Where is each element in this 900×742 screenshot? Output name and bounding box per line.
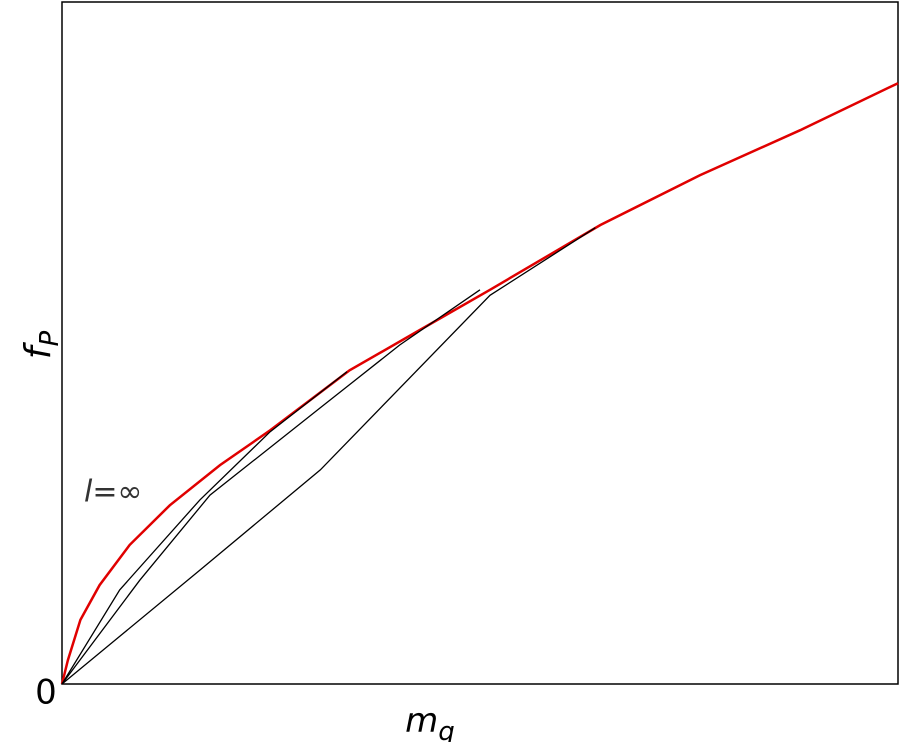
series-line bbox=[61, 227, 596, 685]
plot-frame bbox=[61, 1, 899, 685]
series-line bbox=[61, 289, 481, 685]
y-axis-label: fP bbox=[18, 331, 65, 360]
x-axis-label: mq bbox=[405, 701, 455, 742]
x-tick-label: 0 bbox=[35, 673, 57, 713]
series-line bbox=[60, 82, 899, 685]
y-label-sub: P bbox=[35, 331, 65, 347]
x-label-main: m bbox=[405, 701, 438, 741]
series-label: l=∞ bbox=[84, 475, 142, 510]
series-line bbox=[61, 371, 348, 685]
x-label-sub: q bbox=[438, 717, 455, 742]
